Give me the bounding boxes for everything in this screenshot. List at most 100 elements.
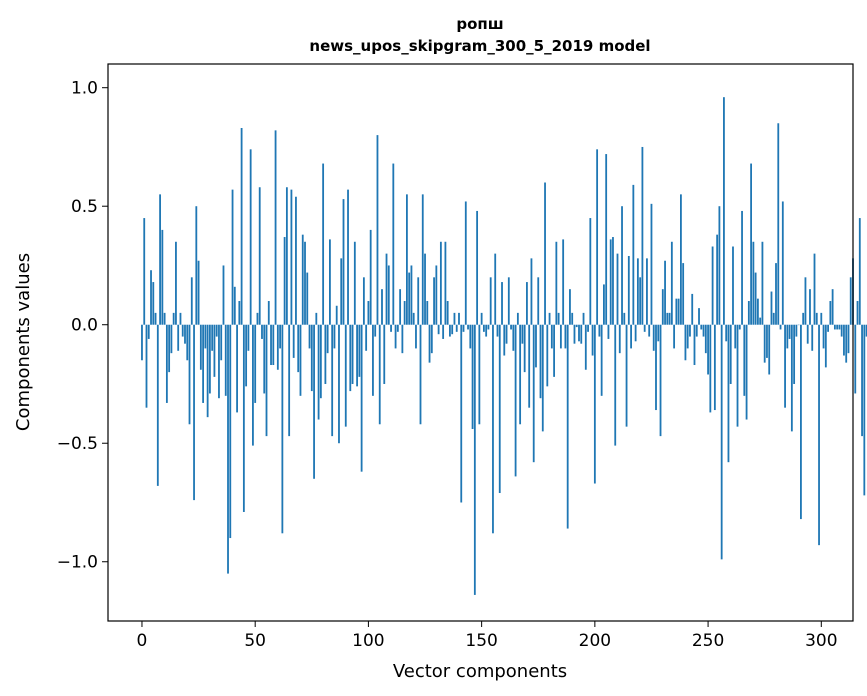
bar — [501, 282, 503, 325]
bar — [788, 324, 791, 339]
bar — [514, 324, 517, 477]
bar — [840, 324, 843, 337]
bar — [750, 163, 752, 325]
bar — [607, 324, 610, 339]
bar — [188, 324, 191, 425]
bar — [412, 312, 415, 325]
bar — [729, 324, 732, 384]
bar — [381, 289, 383, 325]
bar — [344, 324, 347, 427]
bar — [356, 324, 358, 387]
bar — [480, 312, 483, 325]
bar — [378, 324, 381, 425]
bar — [147, 324, 150, 339]
bar — [519, 324, 522, 425]
bar — [299, 324, 302, 396]
bar — [713, 324, 716, 411]
bar — [507, 277, 510, 325]
bar — [358, 324, 361, 377]
bar — [555, 241, 558, 325]
bar — [274, 130, 277, 325]
bar — [820, 312, 823, 325]
bar — [530, 258, 533, 325]
y-tick-label: −1.0 — [57, 553, 98, 573]
bar — [815, 312, 818, 325]
bar — [863, 324, 866, 496]
bar — [301, 234, 304, 325]
bar — [313, 324, 315, 479]
bar — [184, 324, 186, 344]
bar — [598, 324, 601, 337]
bar — [256, 312, 259, 325]
bar — [566, 324, 569, 529]
bar — [437, 324, 440, 335]
bar — [768, 324, 771, 375]
bar — [652, 324, 655, 351]
bar — [387, 265, 390, 325]
bar — [322, 163, 325, 325]
bar — [263, 324, 266, 394]
bar — [702, 324, 705, 337]
bar — [861, 324, 863, 437]
bar — [571, 312, 574, 325]
bar — [247, 324, 250, 351]
bar — [449, 324, 451, 337]
bar — [766, 324, 768, 358]
bar — [417, 277, 420, 325]
bar — [811, 324, 814, 351]
bar — [383, 324, 386, 384]
bar — [636, 258, 639, 325]
bar — [197, 260, 200, 325]
bar — [249, 149, 252, 325]
bar — [190, 277, 193, 325]
bar — [304, 241, 306, 325]
bar — [616, 253, 619, 325]
bar — [738, 324, 741, 330]
bar — [401, 324, 404, 354]
bar — [503, 324, 506, 356]
bar — [236, 324, 238, 413]
bar — [415, 324, 417, 349]
bar — [584, 324, 587, 370]
bar — [564, 324, 567, 349]
bar — [804, 277, 807, 325]
bar — [557, 312, 560, 325]
bar — [781, 201, 784, 325]
bar — [800, 324, 802, 520]
bar — [408, 272, 411, 325]
bar — [492, 324, 494, 534]
bar — [489, 277, 492, 325]
bar — [392, 163, 395, 325]
chart-subtitle: news_upos_skipgram_300_5_2019 model — [309, 37, 650, 55]
bar — [657, 324, 660, 342]
bar — [858, 218, 861, 325]
bar — [847, 324, 850, 354]
bar — [743, 324, 746, 396]
bar — [240, 128, 243, 325]
bar — [603, 284, 605, 325]
bar — [618, 324, 621, 354]
x-tick-label: 50 — [244, 631, 266, 651]
bar — [655, 324, 657, 411]
bar — [541, 324, 544, 432]
bar — [399, 289, 402, 325]
bar — [772, 312, 775, 325]
bar — [326, 324, 329, 354]
bar — [544, 182, 546, 325]
bar — [639, 277, 642, 325]
bar — [342, 199, 345, 325]
bar — [689, 324, 691, 337]
bar — [806, 324, 809, 344]
bar — [865, 324, 867, 337]
bar — [297, 324, 300, 373]
bar — [464, 201, 467, 325]
bar — [329, 239, 331, 325]
bar — [609, 239, 612, 325]
bar — [512, 324, 515, 351]
bar — [455, 324, 458, 332]
bar — [809, 289, 811, 325]
bar — [759, 317, 762, 325]
bar — [553, 324, 555, 377]
bar — [150, 270, 152, 325]
bar — [403, 301, 406, 325]
